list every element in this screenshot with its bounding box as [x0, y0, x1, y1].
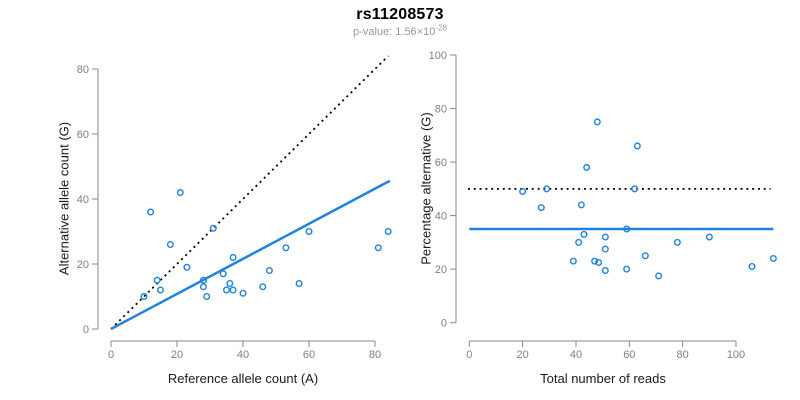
- right-y-tick-label: 20: [435, 264, 447, 276]
- right-y-tick-label: 40: [435, 211, 447, 223]
- left-data-point: [219, 270, 227, 278]
- right-data-point: [601, 245, 609, 253]
- left-data-point: [176, 188, 184, 196]
- plot-subtitle: p-value: 1.56×10-28: [0, 23, 800, 38]
- left-data-point: [282, 244, 290, 252]
- left-data-point: [222, 286, 230, 294]
- right-x-tick-label: 80: [677, 349, 689, 361]
- left-x-tick-label: 20: [171, 349, 183, 361]
- right-data-point: [673, 238, 681, 246]
- right-y-tick-label: 80: [435, 104, 447, 116]
- right-y-tick-label: 60: [435, 157, 447, 169]
- left-y-tick-label: 60: [77, 129, 89, 141]
- left-data-point: [199, 283, 207, 291]
- right-x-tick-label: 100: [727, 349, 745, 361]
- left-data-point: [203, 293, 211, 301]
- left-data-point: [226, 280, 234, 288]
- right-data-point: [595, 258, 603, 266]
- left-y-tick-label: 80: [77, 64, 89, 76]
- left-y-tick-label: 40: [77, 194, 89, 206]
- right-data-point: [519, 188, 527, 196]
- right-data-point: [569, 257, 577, 265]
- right-data-point: [641, 252, 649, 260]
- left-fit-line: [110, 179, 391, 331]
- left-data-point: [305, 227, 313, 235]
- right-data-point: [575, 238, 583, 246]
- left-yaxis-title: Alternative allele count (G): [56, 121, 72, 276]
- left-data-point: [384, 227, 392, 235]
- right-x-tick-label: 60: [623, 349, 635, 361]
- left-data-point: [199, 276, 207, 284]
- left-y-tick-label: 0: [83, 324, 89, 336]
- pvalue-text: p-value: 1.56×10: [353, 26, 436, 38]
- left-data-point: [156, 286, 164, 294]
- right-data-point: [655, 272, 663, 280]
- left-data-point: [183, 263, 191, 271]
- left-data-point: [229, 286, 237, 294]
- right-data-point: [633, 142, 641, 150]
- left-data-point: [147, 208, 155, 216]
- right-y-tick-label: 0: [441, 318, 447, 330]
- left-xaxis-title: Reference allele count (A): [167, 371, 319, 386]
- right-x-tick-label: 40: [570, 349, 582, 361]
- right-data-point: [705, 233, 713, 241]
- left-data-point: [265, 267, 273, 275]
- left-data-point: [295, 280, 303, 288]
- right-x-tick-label: 20: [517, 349, 529, 361]
- left-data-point: [239, 289, 247, 297]
- right-data-point: [543, 185, 551, 193]
- right-y-tick-label: 100: [429, 50, 447, 62]
- right-data-point: [623, 265, 631, 273]
- right-data-point: [577, 201, 585, 209]
- right-data-point: [601, 233, 609, 241]
- right-data-point: [748, 262, 756, 270]
- left-data-point: [140, 293, 148, 301]
- left-x-tick-label: 40: [237, 349, 249, 361]
- right-data-point: [591, 257, 599, 265]
- left-x-tick-label: 0: [108, 349, 114, 361]
- right-data-point: [601, 266, 609, 274]
- left-data-point: [259, 283, 267, 291]
- right-data-point: [623, 225, 631, 233]
- left-data-point: [153, 276, 161, 284]
- left-data-point: [209, 224, 217, 232]
- left-data-point: [229, 253, 237, 261]
- right-data-point: [537, 204, 545, 212]
- pvalue-exponent: -28: [435, 23, 447, 33]
- right-xaxis-title: Total number of reads: [540, 371, 666, 386]
- right-x-tick-label: 0: [466, 349, 472, 361]
- right-data-point: [583, 163, 591, 171]
- right-data-point: [769, 254, 777, 262]
- left-y-tick-label: 20: [77, 259, 89, 271]
- left-data-point: [374, 244, 382, 252]
- left-data-point: [166, 240, 174, 248]
- left-x-tick-label: 60: [303, 349, 315, 361]
- left-identity-line: [110, 55, 389, 330]
- plot-title: rs11208573: [356, 6, 444, 23]
- right-data-point: [631, 185, 639, 193]
- right-data-point: [593, 118, 601, 126]
- left-x-tick-label: 80: [369, 349, 381, 361]
- right-data-point: [580, 230, 588, 238]
- right-yaxis-title: Percentage alternative (G): [418, 112, 434, 265]
